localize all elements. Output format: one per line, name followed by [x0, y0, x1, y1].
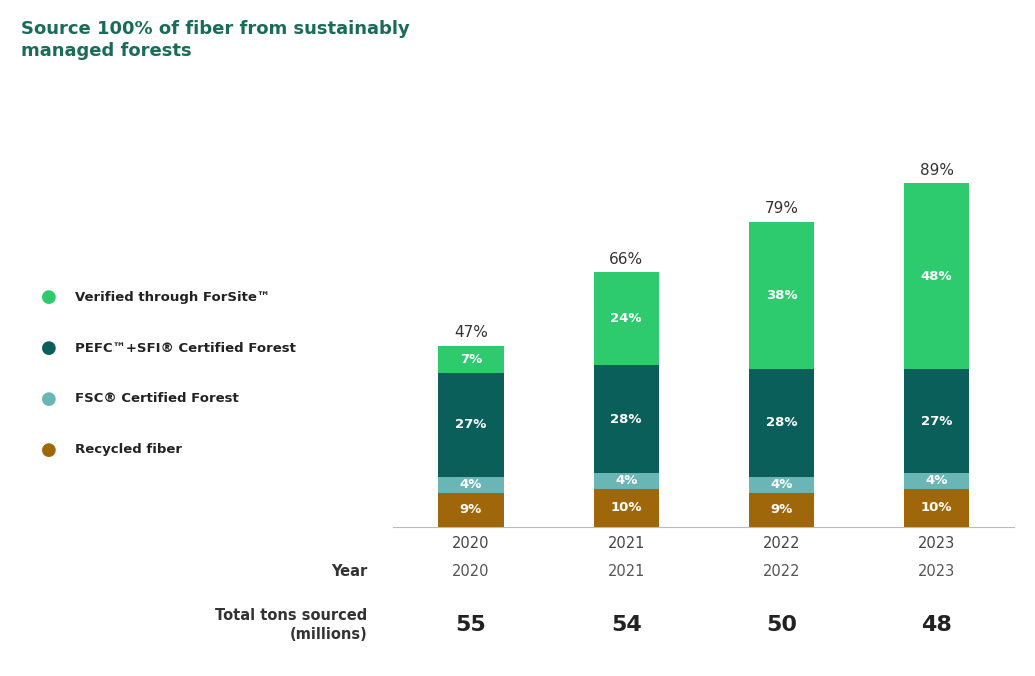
- Bar: [439, 372, 503, 477]
- Text: Verified through ForSite™: Verified through ForSite™: [75, 291, 270, 304]
- Text: 28%: 28%: [611, 412, 642, 426]
- Bar: [905, 473, 969, 489]
- Text: 10%: 10%: [611, 502, 642, 514]
- Text: 10%: 10%: [921, 502, 952, 514]
- Bar: [748, 369, 814, 477]
- Bar: [594, 473, 658, 489]
- Text: FSC® Certified Forest: FSC® Certified Forest: [75, 392, 238, 406]
- Bar: [748, 222, 814, 369]
- Text: 27%: 27%: [921, 414, 952, 427]
- Text: ●: ●: [41, 289, 57, 306]
- Text: 2022: 2022: [763, 564, 800, 579]
- Text: 28%: 28%: [766, 416, 797, 429]
- Text: 9%: 9%: [770, 504, 793, 516]
- Text: Total tons sourced
(millions): Total tons sourced (millions): [215, 608, 367, 642]
- Text: 9%: 9%: [460, 504, 482, 516]
- Text: 24%: 24%: [611, 312, 642, 325]
- Text: 79%: 79%: [765, 201, 798, 216]
- Text: 4%: 4%: [925, 475, 948, 487]
- Bar: [439, 477, 503, 493]
- Text: 89%: 89%: [920, 163, 953, 178]
- Text: 4%: 4%: [615, 475, 638, 487]
- Text: 54: 54: [611, 615, 642, 635]
- Text: Year: Year: [331, 564, 367, 579]
- Text: 7%: 7%: [460, 353, 482, 366]
- Text: 48%: 48%: [921, 270, 952, 283]
- Text: Recycled fiber: Recycled fiber: [75, 443, 181, 456]
- Text: 2023: 2023: [918, 564, 955, 579]
- Bar: [439, 345, 503, 372]
- Text: 48: 48: [921, 615, 952, 635]
- Text: 50: 50: [766, 615, 797, 635]
- Text: 55: 55: [455, 615, 486, 635]
- Text: 4%: 4%: [460, 479, 482, 491]
- Text: ●: ●: [41, 390, 57, 408]
- Text: 2021: 2021: [608, 564, 645, 579]
- Text: 66%: 66%: [610, 251, 643, 266]
- Text: Source 100% of fiber from sustainably
managed forests: Source 100% of fiber from sustainably ma…: [21, 20, 410, 60]
- Bar: [594, 272, 658, 365]
- Bar: [748, 477, 814, 493]
- Text: 27%: 27%: [455, 418, 486, 431]
- Text: 2020: 2020: [452, 564, 490, 579]
- Text: PEFC™+SFI® Certified Forest: PEFC™+SFI® Certified Forest: [75, 341, 295, 355]
- Bar: [748, 493, 814, 527]
- Text: 47%: 47%: [454, 325, 487, 340]
- Bar: [439, 493, 503, 527]
- Text: 4%: 4%: [770, 479, 793, 491]
- Text: ●: ●: [41, 441, 57, 458]
- Bar: [594, 365, 658, 473]
- Text: 38%: 38%: [766, 289, 797, 302]
- Bar: [905, 369, 969, 473]
- Bar: [905, 183, 969, 369]
- Text: ●: ●: [41, 339, 57, 357]
- Bar: [905, 489, 969, 527]
- Bar: [594, 489, 658, 527]
